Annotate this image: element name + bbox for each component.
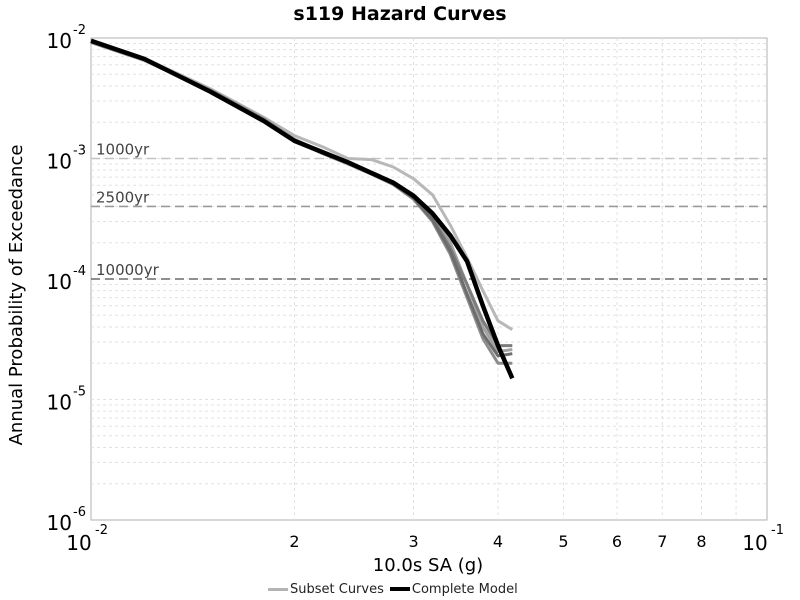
reference-lines: 1000yr 2500yr 10000yr	[91, 141, 767, 280]
y-tick-label: 10	[47, 150, 72, 174]
x-tick-label: 6	[612, 532, 622, 551]
x-tick-label: 10	[66, 531, 91, 555]
legend-swatch-complete	[389, 587, 410, 591]
series-layer	[90, 38, 515, 380]
x-tick-label: 2	[289, 532, 299, 551]
x-tick-exponent: -1	[771, 523, 784, 538]
y-tick-exponent: -3	[73, 144, 86, 159]
x-tick-label: 8	[696, 532, 706, 551]
complete-model-curve	[90, 38, 515, 380]
y-tick-label: 10	[47, 270, 72, 294]
x-tick-label: 7	[657, 532, 667, 551]
legend-label-subset: Subset Curves	[290, 581, 384, 597]
x-tick-label: 3	[408, 532, 418, 551]
legend-swatch-subset	[268, 587, 288, 591]
y-tick-exponent: -2	[73, 23, 86, 38]
reference-label-1000yr: 1000yr	[96, 141, 150, 159]
x-axis-label: 10.0s SA (g)	[373, 555, 483, 576]
x-tick-exponent: -2	[95, 523, 108, 538]
legend-item-subset: Subset Curves	[268, 582, 384, 597]
chart-title: s119 Hazard Curves	[293, 3, 506, 25]
y-tick-exponent: -4	[73, 264, 86, 279]
legend-item-complete: Complete Model	[389, 581, 518, 597]
y-tick-label: 10	[47, 29, 72, 53]
legend: Subset Curves Complete Model	[268, 580, 524, 598]
reference-label-10000yr: 10000yr	[96, 261, 160, 279]
x-tick-label: 5	[558, 532, 568, 551]
y-axis-label: Annual Probability of Exceedance	[6, 145, 27, 446]
legend-label-complete: Complete Model	[411, 581, 518, 597]
y-tick-exponent: -5	[73, 385, 86, 400]
tick-labels: 10-22 3 4 5 6 7 8 10-110-210-310-410-510-6	[47, 23, 784, 555]
y-tick-label: 10	[47, 511, 72, 535]
y-tick-label: 10	[47, 391, 72, 415]
x-tick-label: 10	[742, 531, 767, 555]
y-tick-exponent: -6	[73, 505, 86, 520]
x-tick-label: 4	[493, 532, 503, 551]
reference-label-2500yr: 2500yr	[96, 188, 150, 206]
